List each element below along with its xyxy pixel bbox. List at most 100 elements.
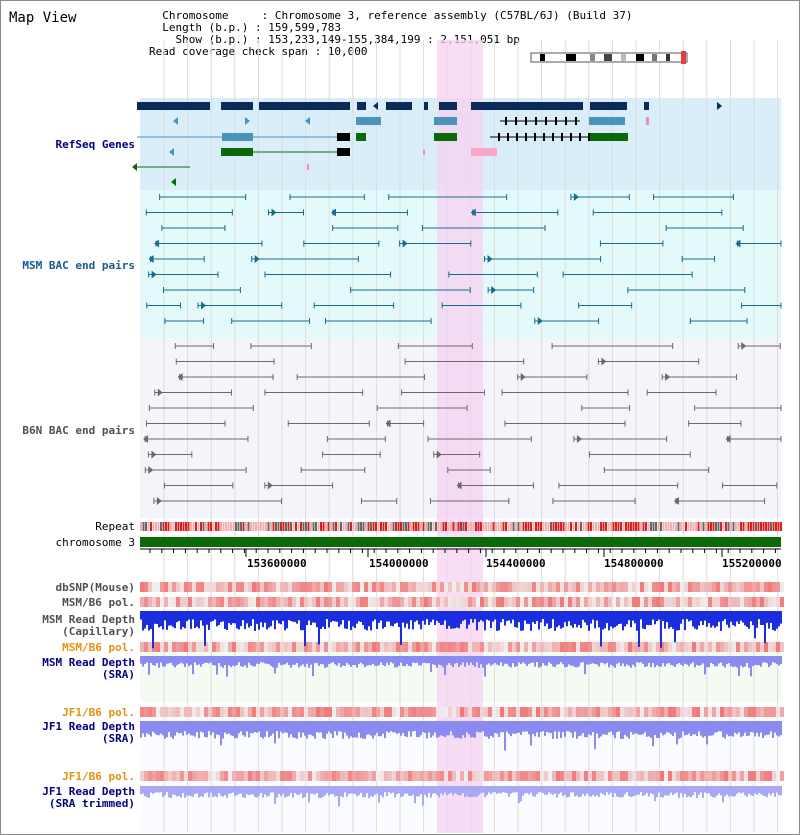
jf1-depth-trimmed-bar [728, 786, 730, 797]
jf1-depth-sra-bar [222, 721, 224, 739]
jf1-depth-sra-bar [580, 721, 582, 736]
msm-depth-sra-bar [482, 656, 484, 668]
jf1-b6-pol-trimmed-density [480, 771, 484, 781]
gene-exon [561, 133, 563, 141]
jf1-depth-trimmed-bar [656, 786, 658, 798]
jf1-depth-trimmed-bar [162, 786, 164, 798]
dbsnp-density [592, 582, 596, 592]
repeat-element [320, 522, 322, 531]
msm-b6-pol-density [268, 597, 272, 607]
repeat-element [487, 522, 490, 531]
jf1-depth-trimmed-bar [568, 786, 570, 797]
repeat-element [705, 522, 707, 531]
msm-depth-capillary-bar [698, 611, 700, 626]
msm-depth-sra-bar [422, 656, 424, 663]
msm-depth-sra-bar [196, 656, 198, 666]
msm-depth-sra-bar [296, 656, 298, 664]
jf1-depth-trimmed-bar [608, 786, 610, 795]
msm-depth-sra-bar [688, 656, 690, 667]
msm-depth-capillary-bar [178, 611, 180, 621]
repeat-element [557, 522, 560, 531]
jf1-b6-pol-density [148, 707, 152, 717]
msm-b6-pol-density [500, 597, 504, 607]
jf1-depth-sra-bar [192, 721, 194, 736]
msm-depth-capillary-bar [636, 611, 638, 631]
jf1-b6-pol-trimmed-density [692, 771, 696, 781]
jf1-depth-trimmed-bar [414, 786, 416, 804]
msm-b6-pol-sra-density [432, 642, 436, 652]
jf1-b6-pol-density [412, 707, 416, 717]
dbsnp-density [688, 582, 692, 592]
jf1-depth-trimmed-bar [204, 786, 206, 794]
msm-depth-sra-bar [216, 656, 218, 675]
jf1-depth-sra-bar [144, 721, 146, 737]
msm-read-depth-capillary-sub: (Capillary) [62, 625, 135, 638]
msm-depth-sra-bar [732, 656, 734, 667]
jf1-b6-pol-trimmed-density [420, 771, 424, 781]
msm-depth-capillary-bar [488, 611, 490, 621]
dbsnp-density [320, 582, 324, 592]
msm-depth-sra-bar [294, 656, 296, 665]
msm-b6-pol-sra-density [260, 642, 264, 652]
jf1-depth-trimmed-bar [620, 786, 622, 798]
jf1-depth-sra-bar [680, 721, 682, 738]
jf1-depth-trimmed-bar [226, 786, 228, 798]
msm-depth-capillary-bar [594, 611, 596, 629]
jf1-depth-trimmed-bar [212, 786, 214, 797]
jf1-b6-pol-trimmed-density [648, 771, 652, 781]
jf1-b6-pol-density [640, 707, 644, 717]
repeat-element [532, 522, 535, 531]
msm-b6-pol-sra-density [464, 642, 468, 652]
jf1-b6-pol-trimmed-density [228, 771, 232, 781]
repeat-element [660, 522, 662, 531]
jf1-depth-sra-bar [384, 721, 386, 739]
jf1-depth-sra-bar [434, 721, 436, 733]
msm-b6-pol-density [264, 597, 268, 607]
jf1-depth-sra-bar [522, 721, 524, 732]
jf1-b6-pol-trimmed-density [580, 771, 584, 781]
msm-b6-pol-density [648, 597, 652, 607]
msm-depth-capillary-bar [702, 611, 704, 626]
jf1-depth-sra-bar [504, 721, 506, 751]
dbsnp-density [516, 582, 520, 592]
dbsnp-density [584, 582, 588, 592]
msm-depth-sra-bar [666, 656, 668, 664]
repeat-element [640, 522, 642, 531]
jf1-b6-pol-density [476, 707, 480, 717]
jf1-depth-trimmed-bar [418, 786, 420, 797]
jf1-depth-sra-bar [738, 721, 740, 733]
msm-b6-pol-sra-density [516, 642, 520, 652]
jf1-depth-trimmed-bar [220, 786, 222, 796]
jf1-b6-pol-density [208, 707, 212, 717]
msm-depth-capillary-bar [316, 611, 318, 628]
msm-depth-capillary-bar [388, 611, 390, 622]
msm-b6-pol-density [248, 597, 252, 607]
jf1-depth-trimmed-bar [452, 786, 454, 796]
repeat-element [677, 522, 680, 531]
repeat-element [155, 522, 157, 531]
jf1-b6-pol-density [624, 707, 628, 717]
dbsnp-density [364, 582, 368, 592]
repeat-element [232, 522, 235, 531]
msm-b6-pol-density [444, 597, 448, 607]
repeat-element [602, 522, 605, 531]
jf1-depth-trimmed-bar [426, 786, 428, 798]
jf1-b6-pol-trimmed-density [712, 771, 716, 781]
msm-b6-pol-sra-density [220, 642, 224, 652]
jf1-depth-sra-bar [628, 721, 630, 739]
strand-arrow [267, 481, 273, 490]
jf1-depth-trimmed-bar [662, 786, 664, 798]
jf1-depth-sra-bar [622, 721, 624, 739]
repeat-element [392, 522, 395, 531]
msm-depth-capillary-bar [446, 611, 448, 629]
jf1-depth-trimmed-bar [748, 786, 750, 794]
repeat-element [170, 522, 172, 531]
dbsnp-density [552, 582, 556, 592]
jf1-b6-pol-trimmed-density [484, 771, 488, 781]
repeat-element [652, 522, 655, 531]
jf1-depth-sra-bar [454, 721, 456, 738]
strand-arrow [305, 117, 310, 125]
jf1-depth-sra-bar [300, 721, 302, 738]
repeat-element [347, 522, 350, 531]
jf1-depth-trimmed-bar [590, 786, 592, 797]
